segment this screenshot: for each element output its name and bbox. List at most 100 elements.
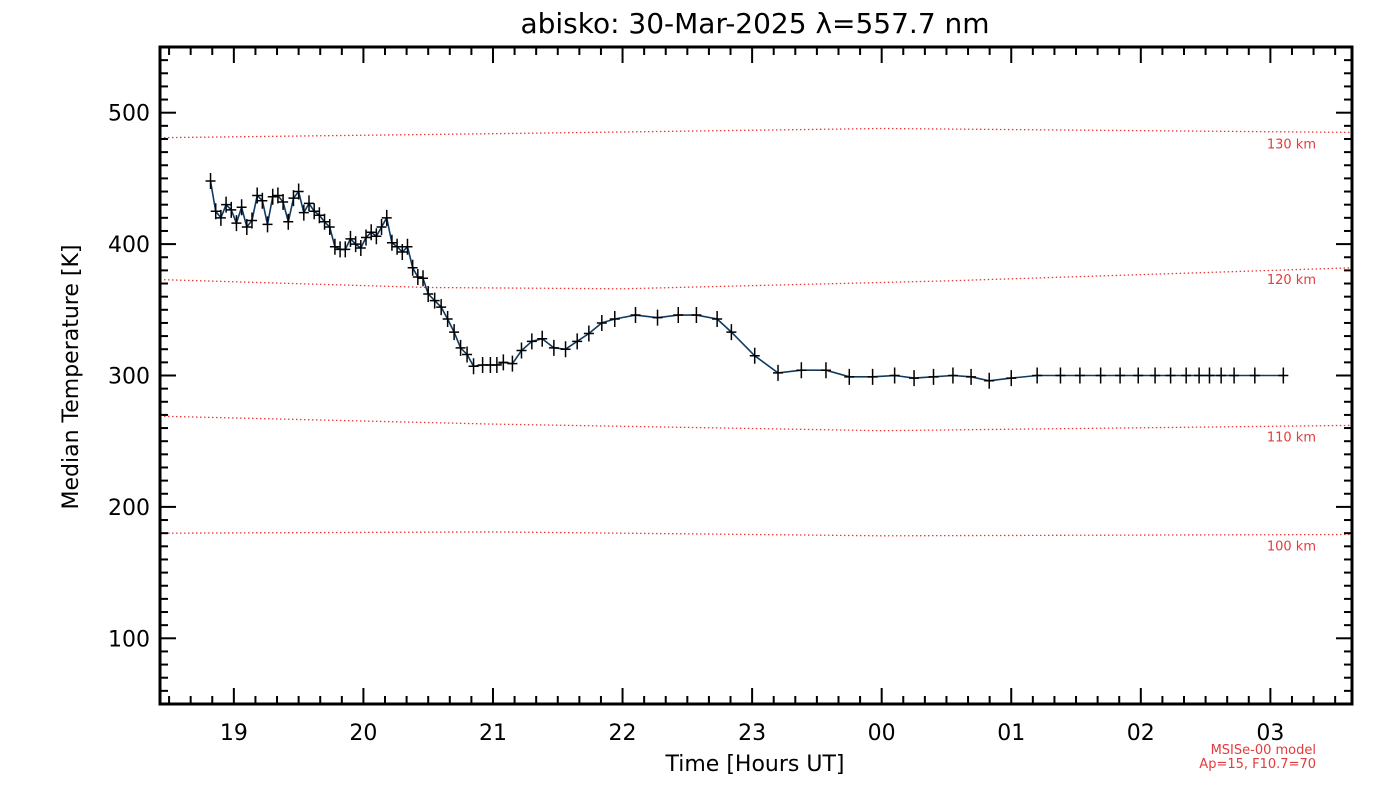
data-point (498, 354, 509, 371)
data-point (889, 367, 900, 384)
data-point (215, 209, 226, 226)
data-point (1115, 367, 1126, 384)
data-point (630, 307, 641, 324)
series-temperature (205, 173, 1289, 389)
data-point (844, 368, 855, 385)
data-point (867, 368, 878, 385)
data-point (526, 333, 537, 350)
data-point (1095, 367, 1106, 384)
data-point (548, 339, 559, 356)
data-point (749, 347, 760, 364)
data-point (1204, 367, 1215, 384)
chart-title: abisko: 30-Mar-2025 λ=557.7 nm (520, 7, 989, 40)
data-point (298, 204, 309, 221)
data-point (1055, 367, 1066, 384)
data-point (468, 358, 479, 375)
data-point (1278, 367, 1289, 384)
model-line (159, 415, 1353, 432)
x-tick-label: 03 (1256, 721, 1284, 746)
x-tick-label: 22 (609, 721, 637, 746)
model-line (159, 267, 1353, 290)
data-point (583, 325, 594, 342)
x-axis-label: Time [Hours UT] (665, 752, 845, 777)
data-point (928, 368, 939, 385)
data-point (596, 314, 607, 331)
y-axis-label: Median Temperature [K] (59, 245, 84, 510)
data-point (267, 188, 278, 205)
data-point (366, 224, 377, 241)
model-line-label: 130 km (1267, 137, 1316, 152)
series-line (209, 180, 1284, 382)
data-point (246, 212, 257, 229)
data-point (283, 213, 294, 230)
data-point (691, 307, 702, 324)
data-point (947, 367, 958, 384)
data-point (252, 187, 263, 204)
y-tick-label: 500 (108, 102, 150, 127)
data-point (1194, 367, 1205, 384)
data-point (205, 173, 216, 190)
data-point (412, 268, 423, 285)
data-point (226, 201, 237, 218)
y-tick-label: 100 (108, 627, 150, 652)
data-point (1249, 367, 1260, 384)
data-point (1074, 367, 1085, 384)
data-point (407, 259, 418, 276)
data-point (1150, 367, 1161, 384)
data-point (726, 324, 737, 341)
data-point (1216, 367, 1227, 384)
data-point (442, 310, 453, 327)
data-point (449, 324, 460, 341)
data-point (386, 234, 397, 251)
data-point (231, 215, 242, 232)
x-tick-label: 19 (220, 721, 248, 746)
data-point (241, 219, 252, 236)
data-point (257, 192, 268, 209)
data-point (288, 190, 299, 207)
data-point (262, 216, 273, 233)
y-tick-label: 200 (108, 496, 150, 521)
data-point (278, 194, 289, 211)
data-point (537, 330, 548, 347)
data-point (1006, 370, 1017, 387)
data-point (371, 228, 382, 245)
x-tick-label: 00 (868, 721, 896, 746)
data-point (397, 243, 408, 260)
y-tick-label: 400 (108, 233, 150, 258)
data-point (324, 219, 335, 236)
data-point (293, 183, 304, 200)
data-point (673, 307, 684, 324)
data-point (652, 309, 663, 326)
data-point (436, 299, 447, 316)
data-point (210, 203, 221, 220)
data-point (1133, 367, 1144, 384)
data-point (820, 362, 831, 379)
data-point (402, 238, 413, 255)
x-tick-label: 02 (1127, 721, 1155, 746)
data-point (507, 355, 518, 372)
data-point (609, 310, 620, 327)
data-point (455, 339, 466, 356)
data-point (355, 240, 366, 257)
model-note-line2: Ap=15, F10.7=70 (1199, 757, 1316, 772)
data-point (966, 368, 977, 385)
x-tick-label: 21 (479, 721, 507, 746)
data-point (392, 238, 403, 255)
data-point (340, 241, 351, 258)
model-line (159, 531, 1353, 537)
data-point (560, 341, 571, 358)
data-point (350, 236, 361, 253)
model-line-label: 100 km (1267, 539, 1316, 554)
data-point (319, 213, 330, 230)
data-point (329, 238, 340, 255)
data-point (361, 229, 372, 246)
data-point (272, 187, 283, 204)
data-point (1229, 367, 1240, 384)
data-point (796, 362, 807, 379)
data-point (418, 270, 429, 287)
data-point (462, 346, 473, 363)
data-point (381, 209, 392, 226)
data-point (516, 342, 527, 359)
data-point (236, 199, 247, 216)
